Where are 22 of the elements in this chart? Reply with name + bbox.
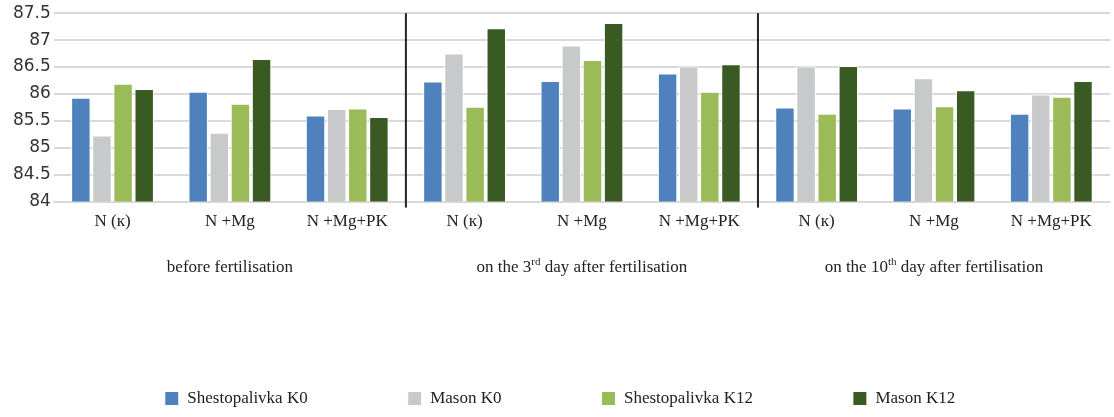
x-tick-label: N (к) [798,211,835,231]
legend-label: Mason K12 [875,387,956,407]
y-tick-label: 85.5 [12,109,51,130]
text: before fertilisation [166,256,294,276]
x-tick-label: N +Mg [557,211,608,231]
legend-label: Shestopalivka K12 [624,387,753,407]
x-tick-label: N +Mg+PK [306,211,389,231]
x-tick-label: N +Mg+PK [658,211,741,231]
x-tick-label: N (к) [446,211,483,231]
y-tick-label: 87 [29,28,51,49]
legend-label: Mason K0 [430,387,502,407]
x-tick-label: N (к) [94,211,131,231]
x-tick-label: N +Mg+PK [1010,211,1093,231]
y-tick-label: 86.5 [12,55,51,76]
y-tick-label: 87.5 [12,1,51,22]
y-tick-label: 84.5 [12,163,51,184]
y-tick-label: 86 [29,82,51,103]
y-tick-label: 84 [29,190,51,211]
x-tick-label: N +Mg [909,211,960,231]
y-tick-label: 85 [29,136,51,157]
x-tick-label: N +Mg [205,211,256,231]
legend-label: Shestopalivka K0 [187,387,308,407]
